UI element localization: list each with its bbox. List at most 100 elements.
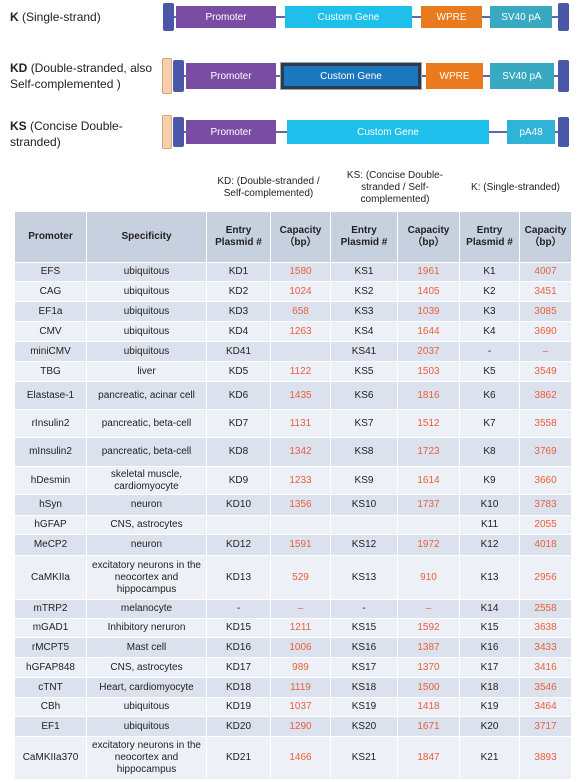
capacity-cell: 1387 <box>396 637 461 658</box>
capacity-cell: – <box>270 599 331 619</box>
capacity-cell: 1211 <box>270 618 331 638</box>
capacity-cell: 4007 <box>519 262 573 282</box>
table-cell: TBG <box>14 361 87 382</box>
table-cell <box>330 515 398 535</box>
construct-label: KD (Double-stranded, also Self-complemen… <box>10 60 160 92</box>
element-box: SV40 pA <box>490 63 554 89</box>
table-row: EF1 ubiquitous KD20 1290 KS20 1671 K20 3717 <box>14 716 573 737</box>
table-cell: KD4 <box>206 321 271 342</box>
capacity-cell: 1418 <box>396 697 461 717</box>
table-cell: mGAD1 <box>14 618 87 638</box>
capacity-cell: 529 <box>270 555 331 600</box>
capacity-cell: 1024 <box>270 281 331 302</box>
table-cell: ubiquitous <box>86 301 207 322</box>
table-cell: liver <box>86 361 207 382</box>
capacity-cell: 1039 <box>396 301 461 322</box>
capacity-cell: 3638 <box>519 618 573 638</box>
construct-label: K (Single-strand) <box>10 9 160 25</box>
capacity-cell: 2956 <box>519 555 573 600</box>
element-box: Custom Gene <box>285 6 412 28</box>
table-cell: KS19 <box>330 697 398 717</box>
column-header: Entry Plasmid # <box>206 211 271 263</box>
capacity-cell: 1122 <box>270 361 331 382</box>
table-cell: ubiquitous <box>86 321 207 342</box>
table-cell: KS18 <box>330 677 398 698</box>
capacity-cell: 1037 <box>270 697 331 717</box>
table-row: hGFAP CNS, astrocytes K11 2055 <box>14 515 573 535</box>
itr <box>173 60 184 92</box>
construct-desc: (Double-stranded, also Self-complemented… <box>10 61 153 91</box>
table-cell: CMV <box>14 321 87 342</box>
table-cell: neuron <box>86 494 207 516</box>
capacity-cell: 3893 <box>519 736 573 780</box>
table-cell: K8 <box>459 437 521 467</box>
table-cell: K16 <box>459 637 521 658</box>
capacity-cell: 1342 <box>270 437 331 467</box>
element-box: Promoter <box>186 63 276 89</box>
construct-code: KS <box>10 119 27 133</box>
capacity-cell: 1816 <box>396 381 461 410</box>
table-cell: KD10 <box>206 494 271 516</box>
capacity-cell: 1580 <box>270 262 331 282</box>
capacity-cell: 1591 <box>270 534 331 556</box>
capacity-cell: 1644 <box>396 321 461 342</box>
table-cell: melanocyte <box>86 599 207 619</box>
table-cell: Heart, cardiomyocyte <box>86 677 207 698</box>
table-cell: pancreatic, beta-cell <box>86 437 207 467</box>
element-box: pA48 <box>507 120 555 144</box>
table-cell: KD2 <box>206 281 271 302</box>
table-cell: KD8 <box>206 437 271 467</box>
table-cell: Elastase-1 <box>14 381 87 410</box>
table-cell: KS13 <box>330 555 398 600</box>
table-cell: pancreatic, acinar cell <box>86 381 207 410</box>
capacity-cell: 1370 <box>396 657 461 678</box>
capacity-cell: 3549 <box>519 361 573 382</box>
table-cell: hGFAP <box>14 515 87 535</box>
group-header: K: (Single-stranded) <box>459 163 573 212</box>
table-cell: KS16 <box>330 637 398 658</box>
table-cell: KD19 <box>206 697 271 717</box>
capacity-cell: – <box>396 599 461 619</box>
capacity-cell: 3464 <box>519 697 573 717</box>
table-cell: K7 <box>459 409 521 438</box>
group-header: KD: (Double-stranded / Self-complemented… <box>206 163 331 212</box>
construct-code: KD <box>10 61 28 75</box>
table-cell: miniCMV <box>14 341 87 362</box>
table-cell: CNS, astrocytes <box>86 657 207 678</box>
table-cell: KS7 <box>330 409 398 438</box>
table-cell: K4 <box>459 321 521 342</box>
construct-label: KS (Concise Double-stranded) <box>10 118 160 150</box>
group-header-row: KD: (Double-stranded / Self-complemented… <box>14 163 573 212</box>
table-row: rMCPT5 Mast cell KD16 1006 KS16 1387 K16 3433 <box>14 637 573 658</box>
table-cell: - <box>459 341 521 362</box>
construct-desc: (Concise Double-stranded) <box>10 119 123 149</box>
capacity-cell: 1290 <box>270 716 331 737</box>
table-row: mTRP2 melanocyte - – - – K14 2558 <box>14 599 573 619</box>
table-cell: K3 <box>459 301 521 322</box>
table-cell: KD5 <box>206 361 271 382</box>
column-header: Entry Plasmid # <box>330 211 398 263</box>
capacity-cell: 3783 <box>519 494 573 516</box>
capacity-cell: 1592 <box>396 618 461 638</box>
table-row: EFS ubiquitous KD1 1580 KS1 1961 K1 4007 <box>14 262 573 282</box>
construct-code: K <box>10 10 19 24</box>
capacity-cell: 3451 <box>519 281 573 302</box>
table-cell: KS1 <box>330 262 398 282</box>
table-cell: K15 <box>459 618 521 638</box>
element-box: Promoter <box>176 6 276 28</box>
table-cell: KS17 <box>330 657 398 678</box>
table-cell: ubiquitous <box>86 262 207 282</box>
blank-header <box>14 163 207 212</box>
capacity-cell: 1972 <box>396 534 461 556</box>
table-cell: K9 <box>459 466 521 495</box>
capacity-cell: 3433 <box>519 637 573 658</box>
element-box: WPRE <box>426 63 483 89</box>
itr <box>558 117 569 147</box>
table-cell: ubiquitous <box>86 716 207 737</box>
capacity-cell: 910 <box>396 555 461 600</box>
element-box: Custom Gene <box>287 120 489 144</box>
capacity-cell: 1263 <box>270 321 331 342</box>
table-cell: CaMKIIa370 <box>14 736 87 780</box>
table-cell: K18 <box>459 677 521 698</box>
group-header: KS: (Concise Double-stranded / Self-comp… <box>329 163 461 212</box>
